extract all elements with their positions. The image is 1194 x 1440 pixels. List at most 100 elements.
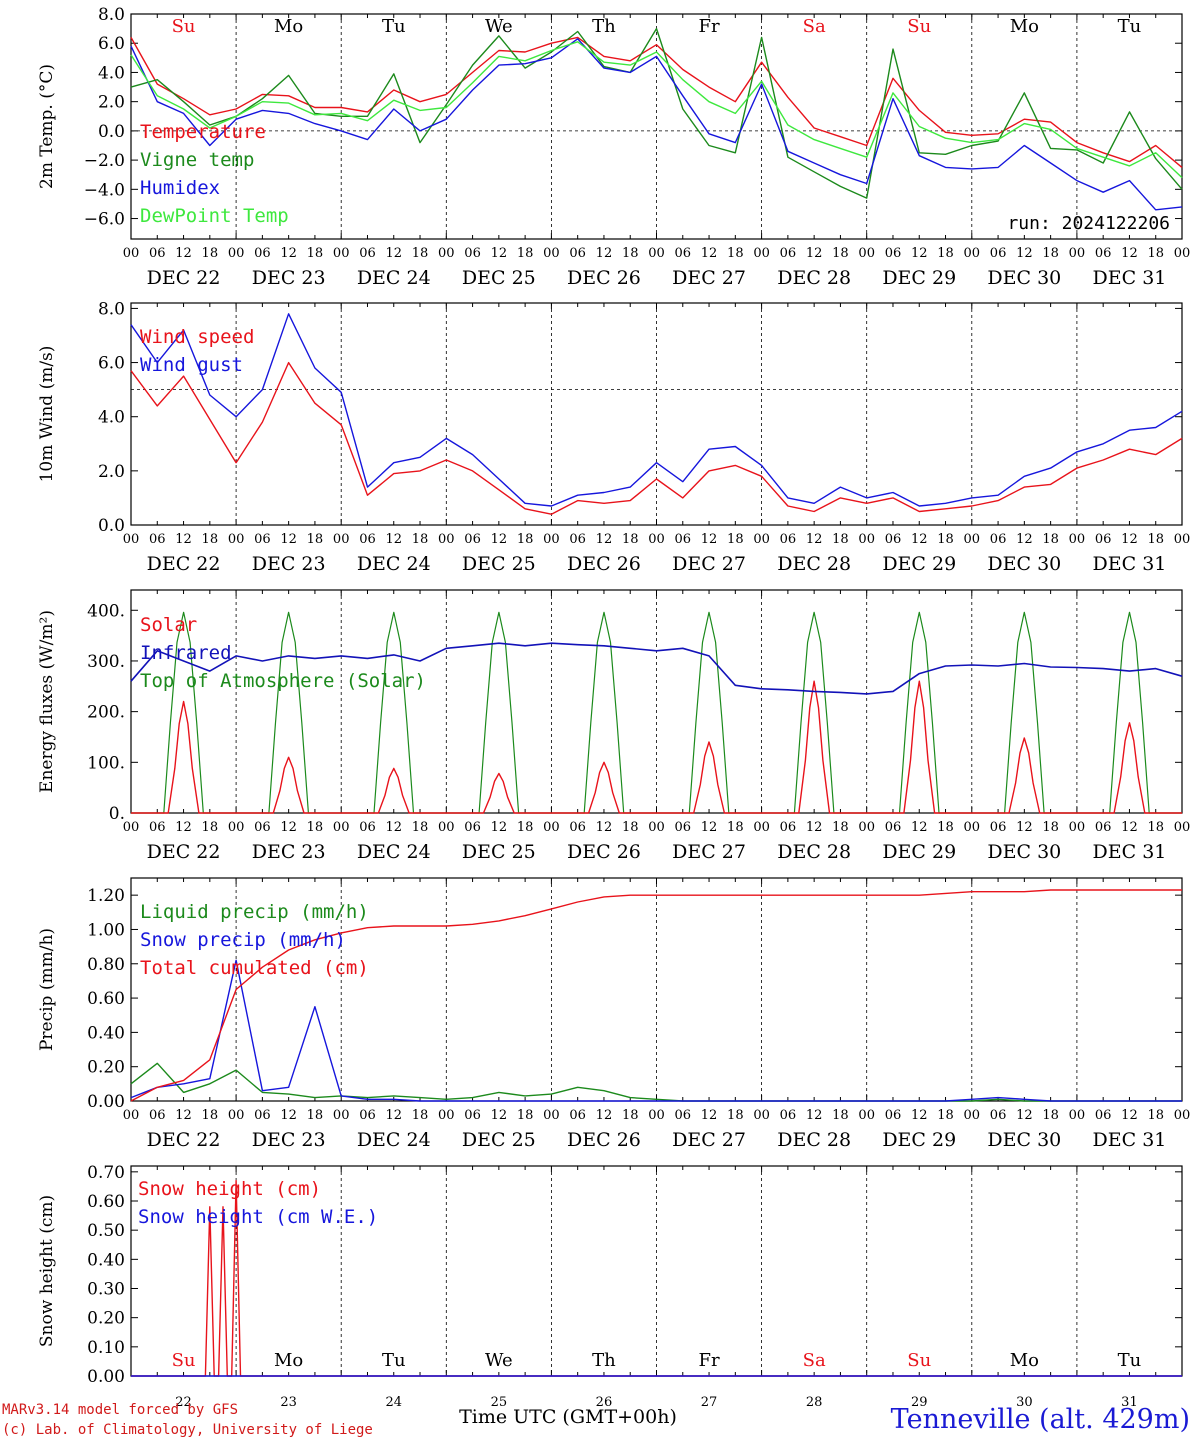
hour-tick-label: 00 [964,532,981,547]
hour-tick-label: 12 [385,820,402,835]
date-label: DEC 30 [987,267,1061,289]
hour-tick-label: 06 [780,532,797,547]
hour-tick-label: 12 [911,820,928,835]
hour-tick-label: 00 [964,246,981,261]
hour-tick-label: 06 [359,1108,376,1123]
hour-tick-label: 18 [727,246,744,261]
hour-tick-label: 18 [1147,820,1164,835]
hour-tick-label: 18 [307,1108,324,1123]
hour-tick-label: 00 [333,1108,350,1123]
hour-tick-label: 00 [333,532,350,547]
y-tick-label: 0.60 [87,989,125,1009]
day-number-label: 25 [491,1395,508,1410]
date-label: DEC 27 [672,841,746,863]
hour-tick-label: 18 [727,820,744,835]
hour-tick-label: 18 [622,532,639,547]
y-tick-label: 0.00 [87,1092,125,1112]
hour-tick-label: 12 [1121,1108,1138,1123]
x-axis-title: Time UTC (GMT+00h) [459,1406,677,1428]
date-label: DEC 31 [1093,553,1167,575]
y-tick-label: 200. [87,703,125,723]
series-snow-precip-mm-h- [130,959,1182,1102]
hour-tick-label: 12 [1016,246,1033,261]
legend-entry: Infrared [140,642,232,664]
hour-tick-label: 12 [806,820,823,835]
hour-tick-label: 12 [701,820,718,835]
hour-tick-label: 06 [780,820,797,835]
y-tick-label: 4.0 [98,63,125,83]
hour-tick-label: 06 [675,820,692,835]
y-tick-label: 2.0 [98,93,125,113]
hour-tick-label: 12 [1016,820,1033,835]
weekday-label: Mo [274,16,303,37]
hour-tick-label: 06 [359,246,376,261]
panel-2: 8.0 6.0 4.0 2.0 0.0 10m Wind (m/s) 00 06 12 18 DEC… [37,299,1190,575]
date-label: DEC 26 [567,1129,641,1151]
series-total-cumulated-cm- [130,889,1182,1102]
hour-tick-label: 18 [622,246,639,261]
hour-tick-label: 00 [123,1108,140,1123]
legend-entry: DewPoint Temp [140,205,289,227]
y-tick-label: 1.20 [87,886,125,906]
y-axis-title: Precip (mm/h) [37,928,57,1051]
y-tick-label: 8.0 [98,299,125,319]
date-label: DEC 31 [1093,841,1167,863]
hour-tick-label: 18 [937,532,954,547]
hour-tick-label: 06 [885,820,902,835]
date-label: DEC 23 [252,553,326,575]
legend-entry: Vigne temp [140,149,254,171]
y-tick-label: 300. [87,652,125,672]
legend-entry: Solar [140,614,197,636]
hour-tick-label: 12 [491,246,508,261]
series-wind-gust [130,313,1183,507]
y-tick-label: 0.20 [87,1309,125,1329]
date-label: DEC 31 [1093,267,1167,289]
hour-tick-label: 00 [964,820,981,835]
hour-tick-label: 18 [307,820,324,835]
hour-tick-label: 06 [569,1108,586,1123]
hour-tick-label: 00 [438,1108,455,1123]
hour-tick-label: 00 [1174,1108,1191,1123]
hour-tick-label: 06 [780,1108,797,1123]
date-label: DEC 25 [462,841,536,863]
hour-tick-label: 06 [675,246,692,261]
date-label: DEC 28 [777,553,851,575]
hour-tick-label: 18 [832,246,849,261]
hour-tick-label: 00 [438,820,455,835]
day-number-label: 24 [385,1395,402,1410]
hour-tick-label: 06 [464,532,481,547]
hour-tick-label: 00 [648,246,665,261]
hour-tick-label: 00 [1069,246,1086,261]
hour-tick-label: 06 [149,1108,166,1123]
hour-tick-label: 18 [1042,820,1059,835]
y-tick-label: −6.0 [84,210,125,230]
hour-tick-label: 18 [412,820,429,835]
hour-tick-label: 12 [385,1108,402,1123]
y-axis-title: 2m Temp. (°C) [37,64,57,189]
weekday-label: Sa [803,16,826,37]
hour-tick-label: 06 [990,820,1007,835]
date-label: DEC 26 [567,841,641,863]
y-tick-label: 0. [109,804,125,824]
hour-tick-label: 12 [491,820,508,835]
hour-tick-label: 12 [1016,1108,1033,1123]
date-label: DEC 25 [462,553,536,575]
y-tick-label: 6.0 [98,34,125,54]
series-wind-speed [130,361,1183,515]
date-label: DEC 22 [147,553,221,575]
y-tick-label: 1.00 [87,920,125,940]
day-number-label: 29 [911,1395,928,1410]
weekday-label: Sa [803,1350,826,1371]
hour-tick-label: 18 [832,532,849,547]
date-label: DEC 27 [672,267,746,289]
hour-tick-label: 06 [675,1108,692,1123]
y-tick-label: 0.60 [87,1192,125,1212]
hour-tick-label: 12 [280,820,297,835]
weekday-label: Su [172,16,196,37]
hour-tick-label: 18 [937,246,954,261]
y-tick-label: 8.0 [98,5,125,25]
weekday-label: Su [907,16,931,37]
hour-tick-label: 00 [333,820,350,835]
hour-tick-label: 12 [911,532,928,547]
date-label: DEC 27 [672,1129,746,1151]
